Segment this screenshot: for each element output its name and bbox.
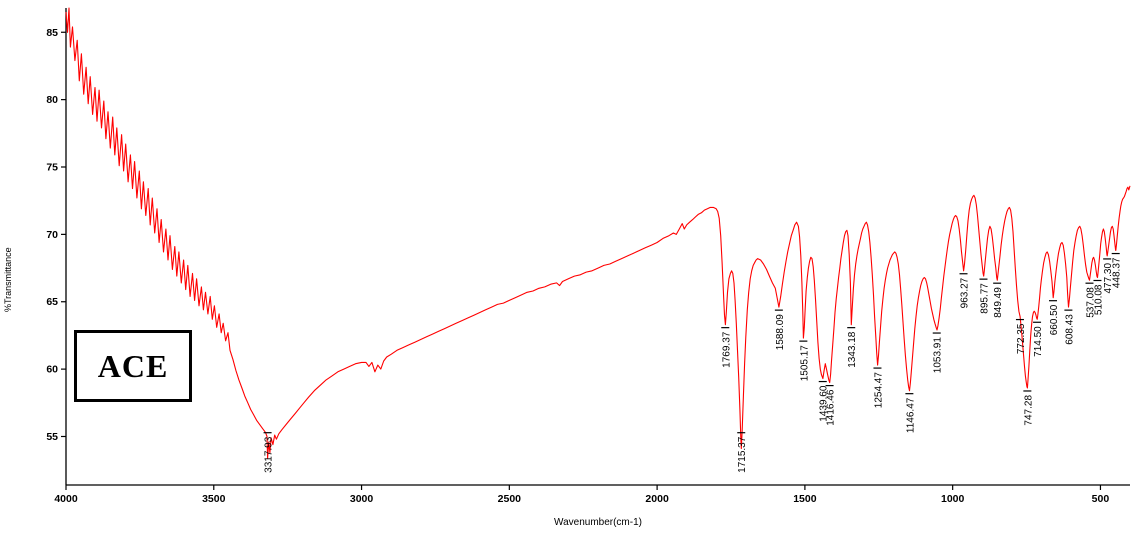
x-tick-label: 500 <box>1092 493 1110 505</box>
y-axis-label: %Transmittance <box>3 247 13 312</box>
peak-label: 1588.09 <box>775 314 786 351</box>
y-tick-label: 75 <box>46 162 58 174</box>
y-tick-label: 85 <box>46 27 58 39</box>
peak-label: 1769.37 <box>721 331 732 368</box>
peak-label: 963.27 <box>960 277 971 308</box>
sample-label-box: ACE <box>74 330 192 402</box>
y-tick-label: 80 <box>46 94 58 106</box>
y-tick-label: 55 <box>46 431 58 443</box>
peak-label: 537.08 <box>1085 287 1096 318</box>
peak-label: 1416.46 <box>826 389 837 426</box>
x-tick-label: 3000 <box>350 493 374 505</box>
peak-label: 772.35 <box>1016 323 1027 354</box>
x-tick-label: 3500 <box>202 493 226 505</box>
x-tick-label: 1500 <box>793 493 817 505</box>
x-tick-label: 2500 <box>498 493 522 505</box>
x-axis-label: Wavenumber(cm-1) <box>554 517 642 528</box>
spectrum-trace <box>65 7 1131 459</box>
peak-label: 849.49 <box>993 287 1004 318</box>
peak-label: 1439.60 <box>819 385 830 422</box>
peak-label: 660.50 <box>1049 304 1060 335</box>
x-tick-label: 2000 <box>645 493 669 505</box>
peak-label: 608.43 <box>1064 314 1075 345</box>
peak-label: 1146.47 <box>905 397 916 433</box>
y-tick-label: 65 <box>46 296 58 308</box>
peak-label: 448.37 <box>1112 257 1123 288</box>
peak-label: 747.28 <box>1023 395 1034 426</box>
peak-label: 510.08 <box>1093 284 1104 315</box>
y-tick-label: 60 <box>46 364 58 376</box>
peak-label: 1505.17 <box>799 345 810 382</box>
peak-label: 714.50 <box>1033 326 1044 357</box>
peak-label: 3317.93 <box>264 436 275 473</box>
sample-label: ACE <box>97 347 169 384</box>
peak-label: 1343.18 <box>847 331 858 368</box>
x-tick-label: 1000 <box>941 493 965 505</box>
peak-label: 1053.91 <box>933 337 944 374</box>
peak-label: 1254.47 <box>873 372 884 409</box>
y-tick-label: 70 <box>46 229 58 241</box>
x-tick-label: 4000 <box>54 493 78 505</box>
peak-label: 895.77 <box>979 283 990 314</box>
peak-label: 1715.37 <box>737 436 748 473</box>
peak-label: 477.30 <box>1103 263 1114 294</box>
